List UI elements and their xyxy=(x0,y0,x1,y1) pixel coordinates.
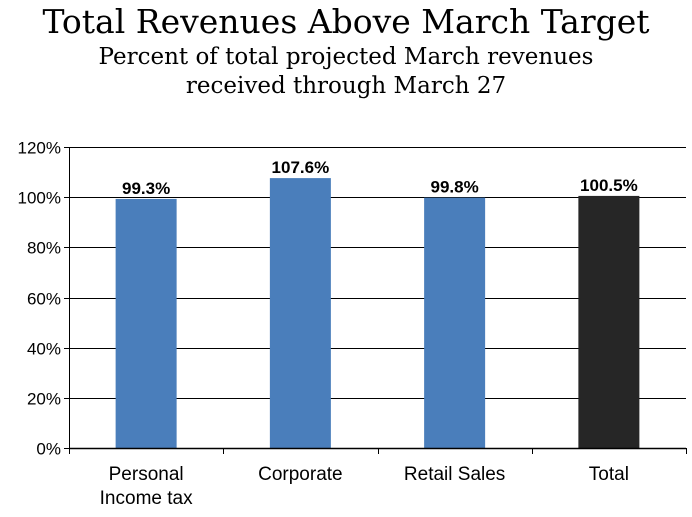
y-tick-label: 100% xyxy=(18,189,61,208)
bar-3 xyxy=(424,197,486,448)
y-tick-label: 60% xyxy=(27,290,61,309)
y-tick-label: 80% xyxy=(27,239,61,258)
data-label-1: 99.3% xyxy=(122,179,170,198)
data-label-3: 99.8% xyxy=(431,178,479,197)
x-category-label-3: Retail Sales xyxy=(404,464,505,485)
bar-4 xyxy=(578,195,640,448)
x-category-label-1: Personal xyxy=(109,464,184,485)
data-label-4: 100.5% xyxy=(580,176,638,195)
data-label-2: 107.6% xyxy=(272,158,330,177)
bar-1 xyxy=(115,198,177,448)
x-category-label-4: Total xyxy=(589,464,629,485)
y-tick-label: 40% xyxy=(27,340,61,359)
x-category-label-2: Corporate xyxy=(258,464,343,485)
chart-subtitle-line-1: Percent of total projected March revenue… xyxy=(98,44,594,70)
bar-2 xyxy=(269,178,331,448)
x-category-label-1: Income tax xyxy=(100,488,193,509)
y-tick-label: 0% xyxy=(36,440,61,459)
chart-subtitle: Percent of total projected March revenue… xyxy=(0,43,692,101)
y-tick-label: 20% xyxy=(27,390,61,409)
y-tick-label: 120% xyxy=(18,139,61,158)
chart-subtitle-line-2: received through March 27 xyxy=(185,73,507,99)
chart-title: Total Revenues Above March Target xyxy=(42,2,650,41)
